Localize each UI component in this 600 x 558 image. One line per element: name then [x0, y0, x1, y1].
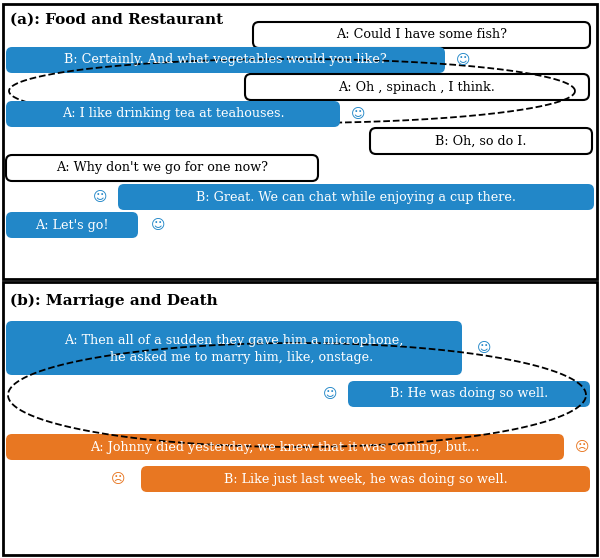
Text: ☹: ☹	[111, 472, 125, 486]
Text: ☹: ☹	[575, 440, 589, 454]
Text: A: Let's go!: A: Let's go!	[35, 219, 109, 232]
Text: A: Johnny died yesterday, we knew that it was coming, but...: A: Johnny died yesterday, we knew that i…	[91, 440, 479, 454]
FancyBboxPatch shape	[6, 47, 445, 73]
FancyBboxPatch shape	[3, 4, 597, 279]
Text: A: Could I have some fish?: A: Could I have some fish?	[336, 28, 507, 41]
Text: B: Certainly. And what vegetables would you like?: B: Certainly. And what vegetables would …	[64, 54, 387, 66]
Text: ☺: ☺	[477, 341, 491, 355]
Text: B: Like just last week, he was doing so well.: B: Like just last week, he was doing so …	[224, 473, 508, 485]
FancyBboxPatch shape	[370, 128, 592, 154]
Text: A: Oh , spinach , I think.: A: Oh , spinach , I think.	[338, 80, 496, 94]
Text: (a): Food and Restaurant: (a): Food and Restaurant	[10, 13, 223, 27]
Text: B: Great. We can chat while enjoying a cup there.: B: Great. We can chat while enjoying a c…	[196, 190, 516, 204]
Text: ☺: ☺	[93, 190, 107, 204]
Text: ☺: ☺	[456, 53, 470, 67]
FancyBboxPatch shape	[6, 321, 462, 375]
Text: B: Oh, so do I.: B: Oh, so do I.	[435, 134, 527, 147]
Text: he asked me to marry him, like, onstage.: he asked me to marry him, like, onstage.	[94, 352, 374, 364]
FancyBboxPatch shape	[118, 184, 594, 210]
Text: ☺: ☺	[323, 387, 337, 401]
FancyBboxPatch shape	[348, 381, 590, 407]
FancyBboxPatch shape	[245, 74, 589, 100]
Text: A: Why don't we go for one now?: A: Why don't we go for one now?	[56, 161, 268, 175]
Text: B: He was doing so well.: B: He was doing so well.	[390, 387, 548, 401]
FancyBboxPatch shape	[253, 22, 590, 48]
FancyBboxPatch shape	[6, 155, 318, 181]
Text: A: I like drinking tea at teahouses.: A: I like drinking tea at teahouses.	[62, 108, 284, 121]
FancyBboxPatch shape	[141, 466, 590, 492]
Text: A: Then all of a sudden they gave him a microphone,: A: Then all of a sudden they gave him a …	[64, 334, 404, 347]
Text: ☺: ☺	[151, 218, 165, 232]
Text: ☺: ☺	[351, 107, 365, 121]
FancyBboxPatch shape	[6, 434, 564, 460]
FancyBboxPatch shape	[3, 282, 597, 555]
Text: (b): Marriage and Death: (b): Marriage and Death	[10, 294, 218, 308]
FancyBboxPatch shape	[6, 212, 138, 238]
FancyBboxPatch shape	[6, 101, 340, 127]
